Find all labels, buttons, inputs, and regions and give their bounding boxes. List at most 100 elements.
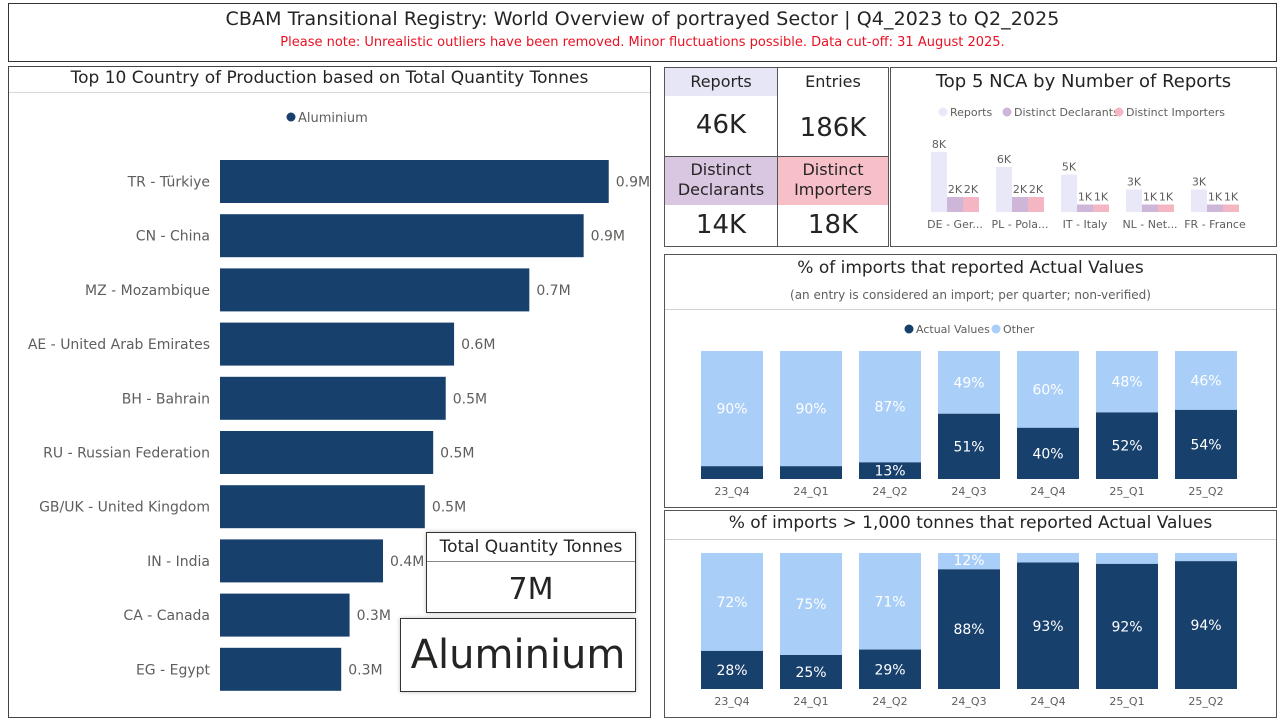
bar-other (1175, 553, 1237, 562)
category-label: 23_Q4 (714, 695, 749, 708)
data-label-actual: 25% (795, 665, 826, 681)
actual-chart-title: % of imports that reported Actual Values (797, 258, 1144, 278)
data-label: 8K (932, 138, 947, 151)
actual-divider (665, 309, 1276, 310)
total-quantity-label: Total Quantity Tonnes (427, 533, 635, 562)
tonnes-divider (665, 539, 1276, 540)
bar-other (1096, 553, 1158, 564)
bar (220, 485, 425, 529)
data-label: 0.4M (390, 554, 424, 570)
kpi-entries-value: 186K (799, 113, 867, 143)
nca-chart-title: Top 5 NCA by Number of Reports (935, 71, 1232, 92)
category-label: BH - Bahrain (122, 391, 210, 407)
category-label: 24_Q2 (872, 485, 907, 498)
bar (1028, 197, 1044, 212)
kpi-declarants-card: Distinct Declarants 14K (664, 156, 778, 247)
data-label: 2K (948, 183, 963, 196)
top5-nca-chart: Reports Distinct Declarants Distinct Impor… (927, 106, 1246, 231)
category-label: CA - Canada (123, 608, 210, 624)
data-label-actual: 54% (1190, 437, 1221, 453)
category-label: PL - Pola... (992, 218, 1049, 231)
data-label-other: 49% (953, 375, 984, 391)
bar-other (1017, 553, 1079, 563)
legend-label-actual: Actual Values (916, 323, 990, 336)
data-label-other: 90% (795, 402, 826, 418)
kpi-importers-label: Distinct Importers (778, 157, 888, 205)
bar (931, 152, 947, 212)
legend-label: Distinct Declarants (1014, 106, 1119, 119)
bar-actual (1017, 562, 1079, 689)
bar (220, 268, 530, 312)
legend-marker-aluminium (286, 112, 296, 122)
data-label: 0.5M (440, 446, 474, 462)
data-label-actual: 29% (874, 662, 905, 678)
data-label: 0.3M (348, 662, 382, 678)
data-label-other: 12% (953, 553, 984, 569)
bar-other (1175, 351, 1237, 410)
sector-card: Aluminium (400, 618, 636, 692)
category-label: GB/UK - United Kingdom (39, 500, 210, 516)
bar (220, 431, 434, 474)
category-label: IT - Italy (1063, 218, 1108, 231)
bar-actual (701, 650, 763, 689)
legend-label: Distinct Importers (1126, 106, 1225, 119)
data-label-other: 46% (1190, 373, 1221, 389)
bar (220, 593, 350, 637)
bar-other (701, 351, 763, 467)
report-header: CBAM Transitional Registry: World Overvi… (8, 3, 1277, 62)
data-label: 1K (1208, 191, 1223, 204)
data-label-other: 72% (716, 595, 747, 611)
data-label: 0.9M (591, 229, 625, 245)
tonnes-actual-chart: 72% 28% 23_Q4 75% 25% 24_Q1 71% 29% 24_Q2 12% 88% 2… (701, 553, 1237, 708)
top10-chart-title: Top 10 Country of Production based on To… (9, 67, 650, 93)
legend-marker-other (991, 324, 1001, 334)
data-label: 2K (1029, 183, 1044, 196)
bar-other (859, 351, 921, 463)
data-label-other: 48% (1111, 375, 1142, 391)
bar-actual (1175, 409, 1237, 479)
bar-other (780, 351, 842, 467)
bar (220, 160, 609, 203)
bar-actual (701, 466, 763, 479)
category-label: 24_Q4 (1030, 485, 1065, 498)
data-label-actual: 13% (874, 464, 905, 480)
data-label: 0.5M (453, 391, 487, 407)
legend-marker (938, 107, 948, 117)
data-label-actual: 52% (1111, 439, 1142, 455)
total-quantity-value: 7M (508, 572, 554, 607)
data-label: 6K (997, 153, 1012, 166)
legend-marker-actual (904, 324, 914, 334)
data-label: 1K (1159, 191, 1174, 204)
total-quantity-card: Total Quantity Tonnes 7M (426, 532, 636, 613)
bar (1061, 174, 1077, 212)
category-label: 25_Q1 (1109, 695, 1144, 708)
bar-other (938, 553, 1000, 570)
kpi-reports-card: Reports 46K (664, 67, 778, 157)
data-label: 2K (964, 183, 979, 196)
data-label-actual: 92% (1111, 619, 1142, 635)
category-label: 24_Q3 (951, 485, 986, 498)
kpi-entries-card: Entries 186K (777, 67, 889, 157)
bar-actual (859, 649, 921, 689)
data-label: 3K (1127, 176, 1142, 189)
data-label-actual: 94% (1190, 618, 1221, 634)
bar-other (859, 553, 921, 650)
legend-label-other: Other (1003, 323, 1035, 336)
bar (1142, 204, 1158, 212)
data-label-actual: 40% (1032, 446, 1063, 462)
bar-other (780, 553, 842, 655)
bar-actual (938, 569, 1000, 689)
category-label: 25_Q2 (1188, 485, 1223, 498)
category-label: NL - Net... (1122, 218, 1177, 231)
bar-actual (1096, 563, 1158, 689)
report-title: CBAM Transitional Registry: World Overvi… (225, 8, 1060, 30)
legend-marker (1002, 107, 1012, 117)
bar (963, 197, 979, 212)
data-label: 0.9M (616, 175, 650, 191)
category-label: 25_Q1 (1109, 485, 1144, 498)
bar-other (938, 351, 1000, 414)
data-label: 1K (1094, 191, 1109, 204)
data-label: 0.7M (536, 283, 570, 299)
category-label: FR - France (1184, 218, 1246, 231)
top5-nca-panel: Top 5 NCA by Number of Reports Reports Di… (890, 67, 1277, 247)
